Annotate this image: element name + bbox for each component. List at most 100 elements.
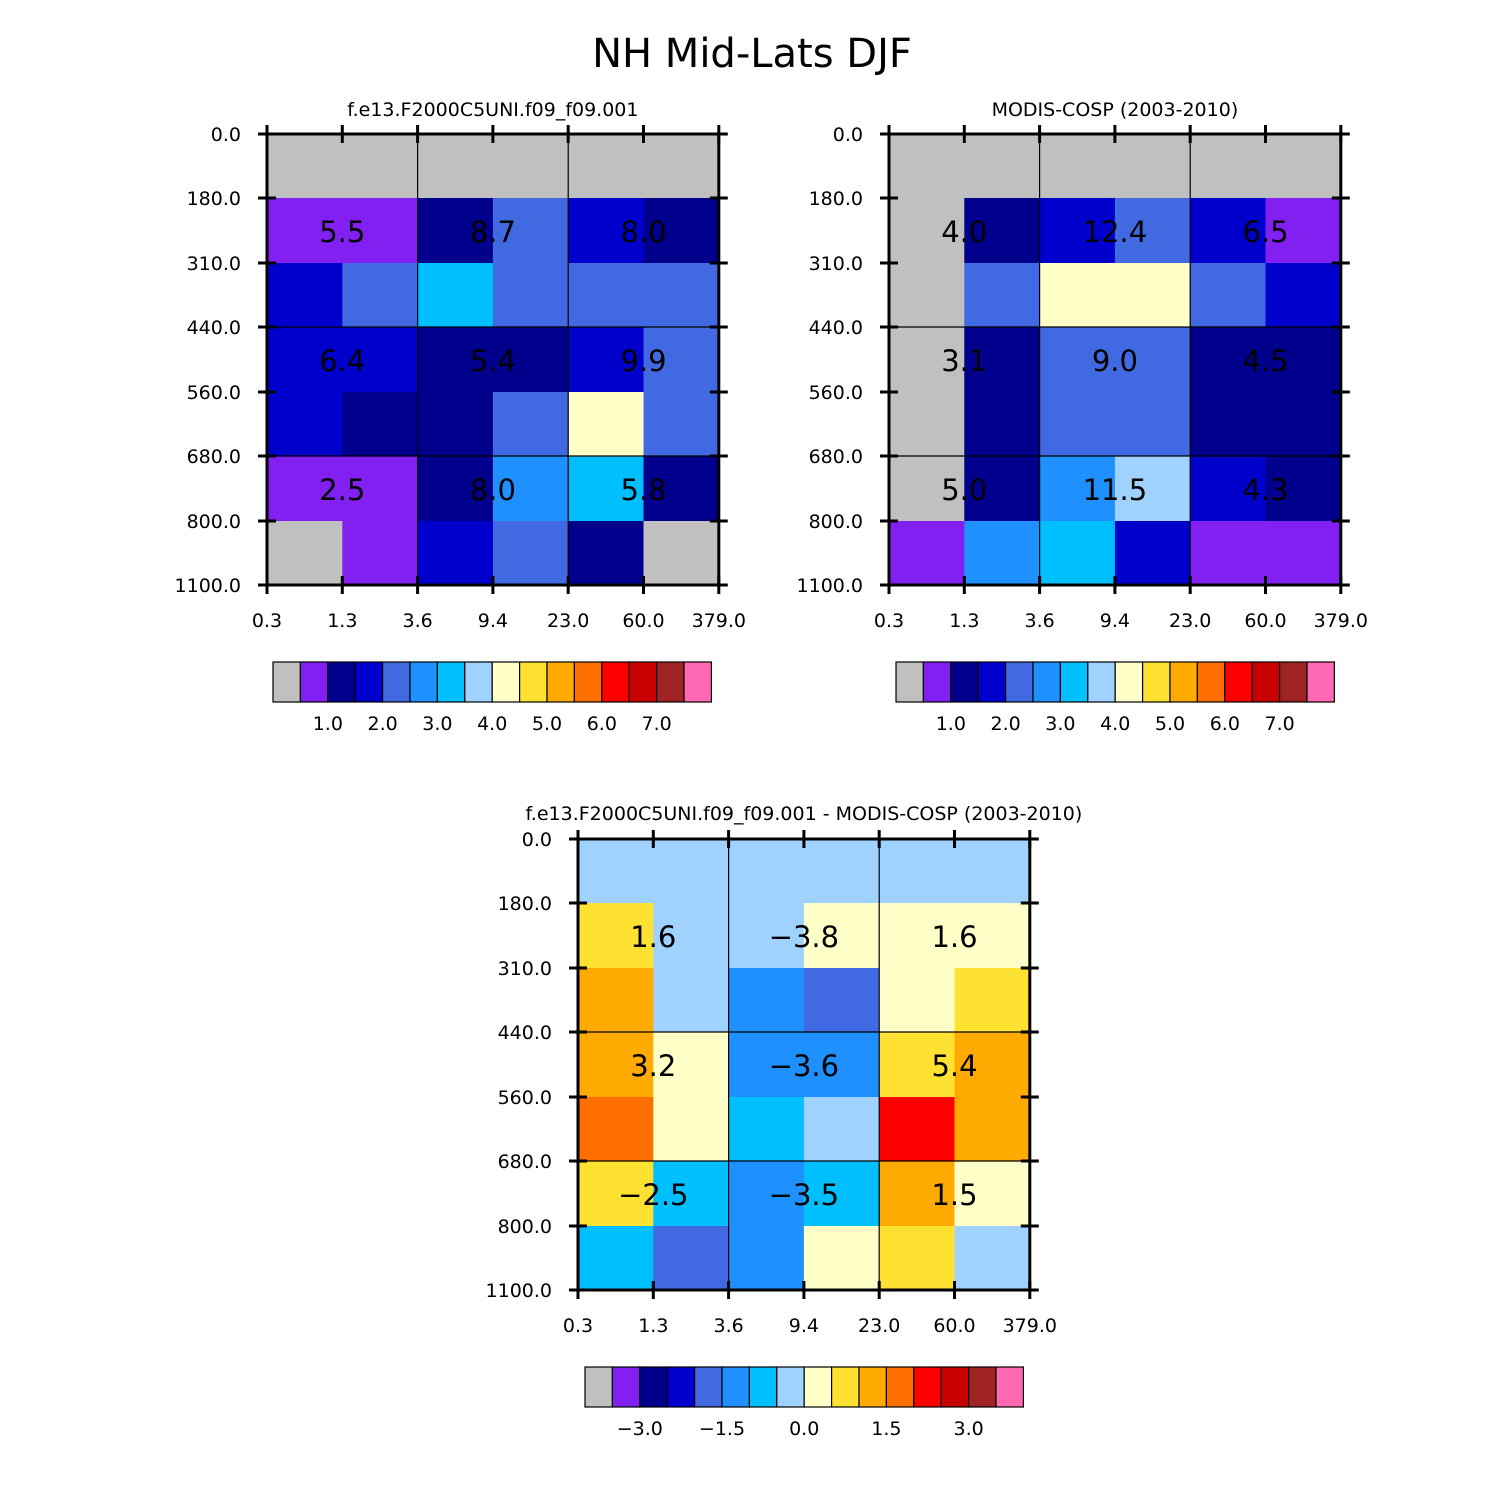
x-tick-label: 9.4 — [1100, 610, 1130, 632]
heatmap-cell — [643, 263, 720, 328]
colorbar-swatch — [409, 661, 438, 703]
heatmap-cell — [1190, 521, 1266, 586]
x-tick-label: 379.0 — [692, 610, 746, 632]
heatmap-cell — [267, 134, 343, 199]
colorbar-label: 1.0 — [936, 713, 966, 735]
colorbar-swatch — [803, 1366, 833, 1408]
heatmap-cell — [342, 198, 419, 264]
heatmap-cell — [342, 134, 419, 199]
colorbar-swatch — [748, 1366, 778, 1408]
heatmap-cell — [803, 839, 880, 904]
heatmap-cell — [643, 198, 720, 264]
colorbar-label: 1.0 — [313, 713, 343, 735]
x-tick-label: 23.0 — [858, 1315, 900, 1337]
colorbar-swatch — [858, 1366, 887, 1408]
heatmap-cell — [267, 198, 343, 264]
heatmap-cell — [568, 263, 644, 328]
x-tick-label: 3.6 — [1024, 610, 1054, 632]
colorbar-label: 7.0 — [641, 713, 671, 735]
heatmap-cell — [879, 1097, 955, 1162]
colorbar-swatch — [611, 1366, 641, 1408]
box-value-label: 8.0 — [620, 215, 666, 249]
heatmap-cell — [964, 521, 1041, 586]
x-tick-label: 0.3 — [874, 610, 904, 632]
box-value-label: 8.7 — [470, 215, 516, 249]
heatmap-cell — [267, 456, 343, 522]
heatmap-cell — [728, 968, 805, 1033]
colorbar-label: −1.5 — [699, 1418, 745, 1440]
colorbar-swatch — [666, 1366, 696, 1408]
heatmap-cell — [578, 839, 654, 904]
heatmap-cell — [1190, 198, 1266, 264]
y-tick-label: 0.0 — [833, 124, 863, 146]
heatmap-cell — [568, 456, 644, 522]
heatmap-cell — [889, 263, 965, 328]
colorbar-label: 3.0 — [953, 1418, 983, 1440]
y-tick-label: 680.0 — [187, 446, 241, 468]
colorbar-label: 6.0 — [1210, 713, 1240, 735]
heatmap-cell — [643, 456, 720, 522]
panel-title: MODIS-COSP (2003-2010) — [992, 99, 1239, 121]
heatmap-cell — [643, 521, 720, 586]
y-tick-label: 0.0 — [522, 829, 552, 851]
heatmap-cell — [342, 456, 419, 522]
heatmap-cell — [417, 456, 494, 522]
heatmap-cell — [954, 1161, 1031, 1227]
colorbar-swatch — [1087, 661, 1116, 703]
heatmap-cell — [578, 1032, 654, 1098]
heatmap-cell — [803, 968, 880, 1033]
heatmap-cell — [643, 327, 720, 393]
y-tick-label: 180.0 — [498, 893, 552, 915]
heatmap-cell — [417, 521, 494, 586]
heatmap-cell — [568, 521, 644, 586]
y-tick-label: 800.0 — [809, 511, 863, 533]
heatmap-cell — [492, 521, 569, 586]
box-value-label: −3.6 — [769, 1049, 839, 1083]
box-value-label: 6.5 — [1242, 215, 1288, 249]
heatmap-cell — [342, 263, 419, 328]
heatmap-cell — [1039, 198, 1116, 264]
box-value-label: 9.0 — [1092, 344, 1138, 378]
heatmap-cell — [728, 1226, 805, 1291]
colorbar-swatch — [639, 1366, 668, 1408]
heatmap-cell — [492, 392, 569, 457]
x-tick-label: 1.3 — [949, 610, 979, 632]
heatmap-cell — [653, 1032, 730, 1098]
panel-title: f.e13.F2000C5UNI.f09_f09.001 — [347, 99, 638, 121]
heatmap-cell — [492, 456, 569, 522]
y-tick-label: 310.0 — [498, 958, 552, 980]
heatmap-cell — [803, 1226, 880, 1291]
colorbar-swatch — [967, 1366, 997, 1408]
heatmap-cell — [578, 1226, 654, 1291]
colorbar-label: 6.0 — [587, 713, 617, 735]
heatmap-cell — [492, 134, 569, 199]
heatmap-cell — [568, 134, 644, 199]
heatmap-cell — [568, 327, 644, 393]
heatmap-cell — [653, 1226, 730, 1291]
heatmap-cell — [889, 521, 965, 586]
colorbar-label: 5.0 — [1155, 713, 1185, 735]
heatmap-cell — [954, 1032, 1031, 1098]
box-value-label: 5.5 — [319, 215, 365, 249]
x-tick-label: 0.3 — [252, 610, 282, 632]
heatmap-cell — [964, 327, 1041, 393]
colorbar: 1.0 2.0 3.0 4.0 5.0 6.0 7.0 — [895, 661, 1335, 735]
heatmap-cell — [492, 327, 569, 393]
y-tick-label: 440.0 — [187, 317, 241, 339]
box-value-label: 5.4 — [931, 1049, 977, 1083]
panels: f.e13.F2000C5UNI.f09_f09.001 5.5 8.7 8.0 6.4… — [175, 99, 1368, 1440]
heatmap-cell — [889, 392, 965, 457]
heatmap-cell — [879, 1032, 955, 1098]
heatmap-cell — [964, 392, 1041, 457]
box-value-label: 4.5 — [1242, 344, 1288, 378]
x-tick-label: 379.0 — [1314, 610, 1368, 632]
box-value-label: 12.4 — [1083, 215, 1148, 249]
colorbar-swatch — [628, 661, 658, 703]
heatmap-cell — [578, 1161, 654, 1227]
heatmap-cell — [954, 1097, 1031, 1162]
y-tick-label: 800.0 — [187, 511, 241, 533]
heatmap-cell — [1114, 392, 1191, 457]
colorbar-swatch — [1196, 661, 1226, 703]
colorbar-swatch — [1278, 661, 1308, 703]
